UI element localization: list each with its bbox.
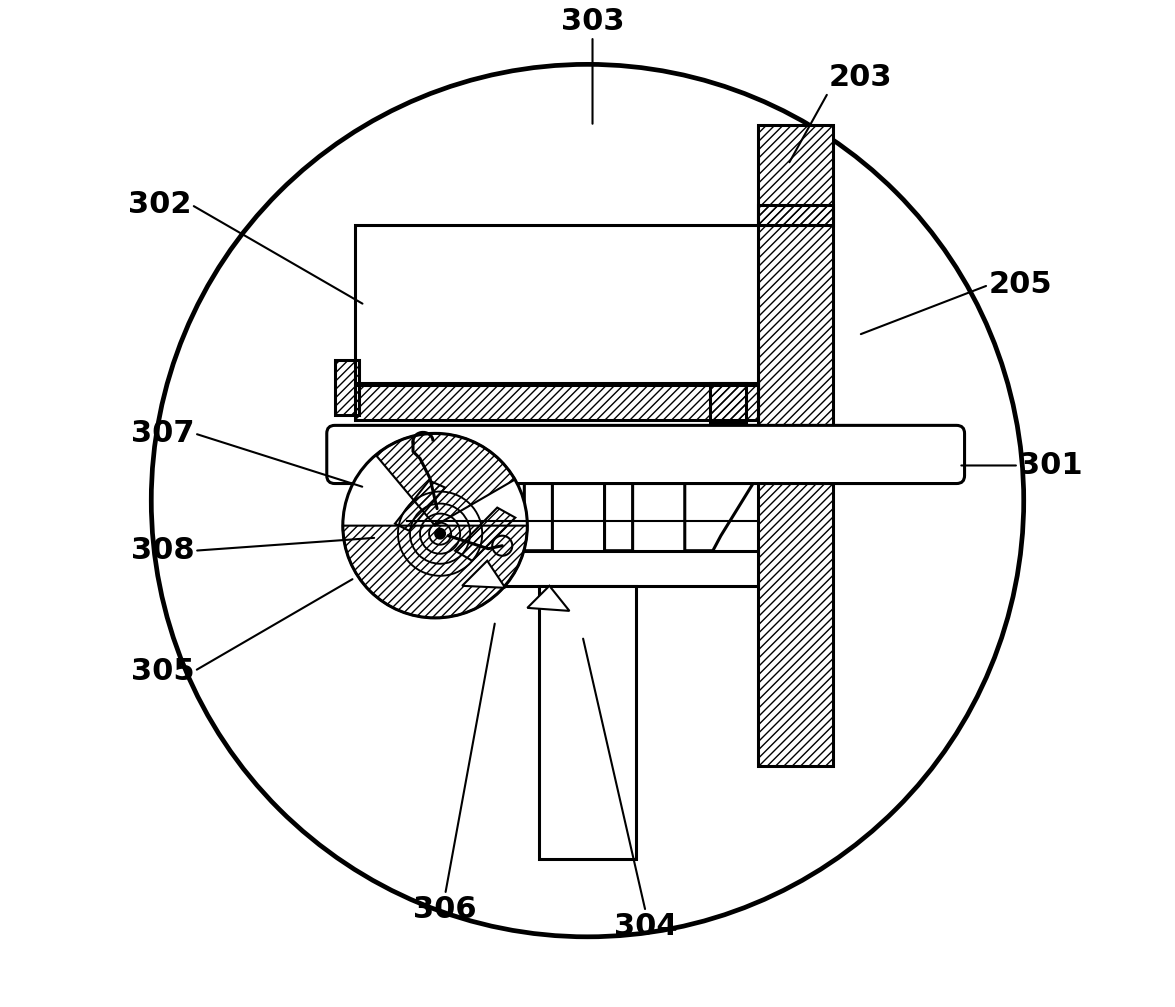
Bar <box>710 384 746 423</box>
Bar <box>758 204 833 766</box>
Text: 205: 205 <box>988 271 1053 299</box>
Bar <box>355 225 758 386</box>
Text: 301: 301 <box>1019 451 1082 480</box>
Text: 308: 308 <box>130 536 194 565</box>
FancyBboxPatch shape <box>327 425 965 483</box>
Polygon shape <box>382 475 758 551</box>
Text: 307: 307 <box>130 419 194 448</box>
Text: 303: 303 <box>560 7 624 36</box>
Polygon shape <box>462 561 505 588</box>
Bar <box>758 204 833 766</box>
Bar <box>355 384 758 420</box>
Bar <box>758 125 833 225</box>
Text: 203: 203 <box>828 63 892 93</box>
Bar <box>382 551 758 586</box>
Polygon shape <box>528 586 570 611</box>
Text: 306: 306 <box>414 894 477 923</box>
Circle shape <box>436 530 444 538</box>
Circle shape <box>343 433 528 618</box>
Bar <box>539 586 636 859</box>
Text: 302: 302 <box>128 190 192 220</box>
Bar <box>335 361 358 415</box>
Text: 304: 304 <box>613 911 678 941</box>
Text: 305: 305 <box>130 657 194 686</box>
Bar <box>758 125 833 225</box>
